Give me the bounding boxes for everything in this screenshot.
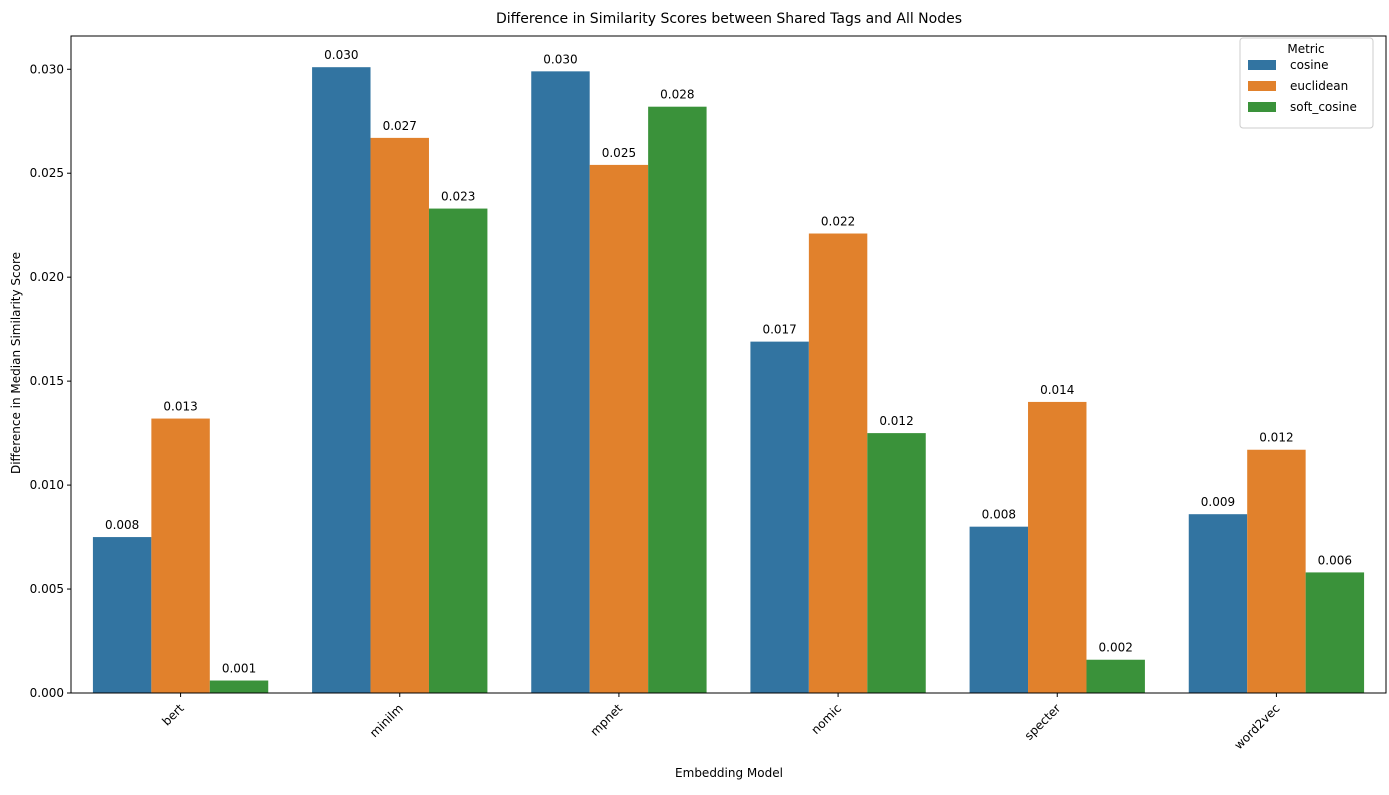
- x-tick-label: bert: [159, 701, 187, 729]
- y-tick-label: 0.020: [30, 270, 64, 284]
- bar-value-label: 0.023: [441, 190, 475, 204]
- bar-specter-cosine: [969, 526, 1029, 693]
- legend-swatch-cosine: [1248, 60, 1276, 70]
- y-tick-label: 0.030: [30, 62, 64, 76]
- bar-word2vec-soft_cosine: [1305, 572, 1365, 693]
- bar-value-label: 0.008: [982, 508, 1016, 522]
- bar-value-label: 0.002: [1099, 641, 1133, 655]
- bar-mpnet-soft_cosine: [648, 106, 707, 693]
- plot-frame: [70, 35, 1387, 694]
- bar-value-label: 0.008: [105, 518, 139, 532]
- bar-minilm-euclidean: [370, 137, 429, 693]
- x-axis: bert minilm mpnet nomic specter word2vec: [159, 693, 1283, 752]
- bar-value-label: 0.012: [879, 414, 913, 428]
- legend: Metric cosine euclidean soft_cosine: [1239, 37, 1374, 129]
- bar-value-label: 0.022: [821, 215, 855, 229]
- bar-mpnet-cosine: [531, 71, 590, 693]
- bar-value-label: 0.006: [1318, 553, 1352, 567]
- bar-nomic-soft_cosine: [867, 433, 926, 693]
- y-tick-label: 0.005: [30, 582, 64, 596]
- bar-value-label: 0.030: [543, 52, 577, 66]
- legend-swatch-euclidean: [1248, 81, 1276, 91]
- y-tick-label: 0.000: [30, 686, 64, 700]
- legend-label-euclidean: euclidean: [1290, 79, 1348, 93]
- bar-specter-euclidean: [1028, 401, 1087, 693]
- y-tick-label: 0.010: [30, 478, 64, 492]
- bar-mpnet-euclidean: [589, 164, 649, 694]
- bar-nomic-cosine: [750, 341, 809, 693]
- bar-minilm-soft_cosine: [428, 208, 488, 693]
- x-tick-label: mpnet: [588, 701, 626, 739]
- bar-value-label: 0.012: [1259, 431, 1293, 445]
- bars-group: [92, 67, 1365, 694]
- y-axis: 0.000 0.005 0.010 0.015 0.020 0.025 0.030: [30, 62, 71, 700]
- x-axis-label: Embedding Model: [675, 766, 783, 780]
- bar-minilm-cosine: [312, 67, 371, 693]
- y-tick-label: 0.025: [30, 166, 64, 180]
- y-tick-label: 0.015: [30, 374, 64, 388]
- bar-bert-cosine: [92, 537, 152, 693]
- legend-label-cosine: cosine: [1290, 58, 1329, 72]
- bar-value-label: 0.001: [222, 662, 256, 676]
- legend-swatch-soft_cosine: [1248, 102, 1276, 112]
- bar-value-label: 0.030: [324, 48, 358, 62]
- bar-value-label: 0.025: [602, 146, 636, 160]
- x-tick-label: nomic: [808, 701, 844, 737]
- x-tick-label: word2vec: [1231, 701, 1282, 752]
- x-tick-label: minilm: [367, 701, 406, 740]
- legend-label-soft_cosine: soft_cosine: [1290, 100, 1357, 114]
- bar-word2vec-cosine: [1188, 514, 1248, 693]
- bar-value-label: 0.014: [1040, 383, 1074, 397]
- bar-value-label: 0.027: [383, 119, 417, 133]
- y-axis-label: Difference in Median Similarity Score: [9, 252, 23, 474]
- bar-value-label: 0.009: [1201, 495, 1235, 509]
- bar-value-label: 0.028: [660, 88, 694, 102]
- bar-word2vec-euclidean: [1247, 449, 1306, 693]
- bar-nomic-euclidean: [808, 233, 868, 694]
- bar-value-label: 0.017: [762, 323, 796, 337]
- bar-labels-group: 0.008 0.013 0.001 0.030 0.027 0.023 0.030 0.025…: [105, 48, 1352, 675]
- legend-title: Metric: [1287, 42, 1324, 56]
- bar-specter-soft_cosine: [1086, 659, 1145, 693]
- bar-bert-euclidean: [151, 418, 210, 693]
- bar-bert-soft_cosine: [209, 680, 269, 693]
- x-tick-label: specter: [1022, 701, 1064, 743]
- chart-title: Difference in Similarity Scores between …: [496, 11, 962, 27]
- bar-value-label: 0.013: [163, 400, 197, 414]
